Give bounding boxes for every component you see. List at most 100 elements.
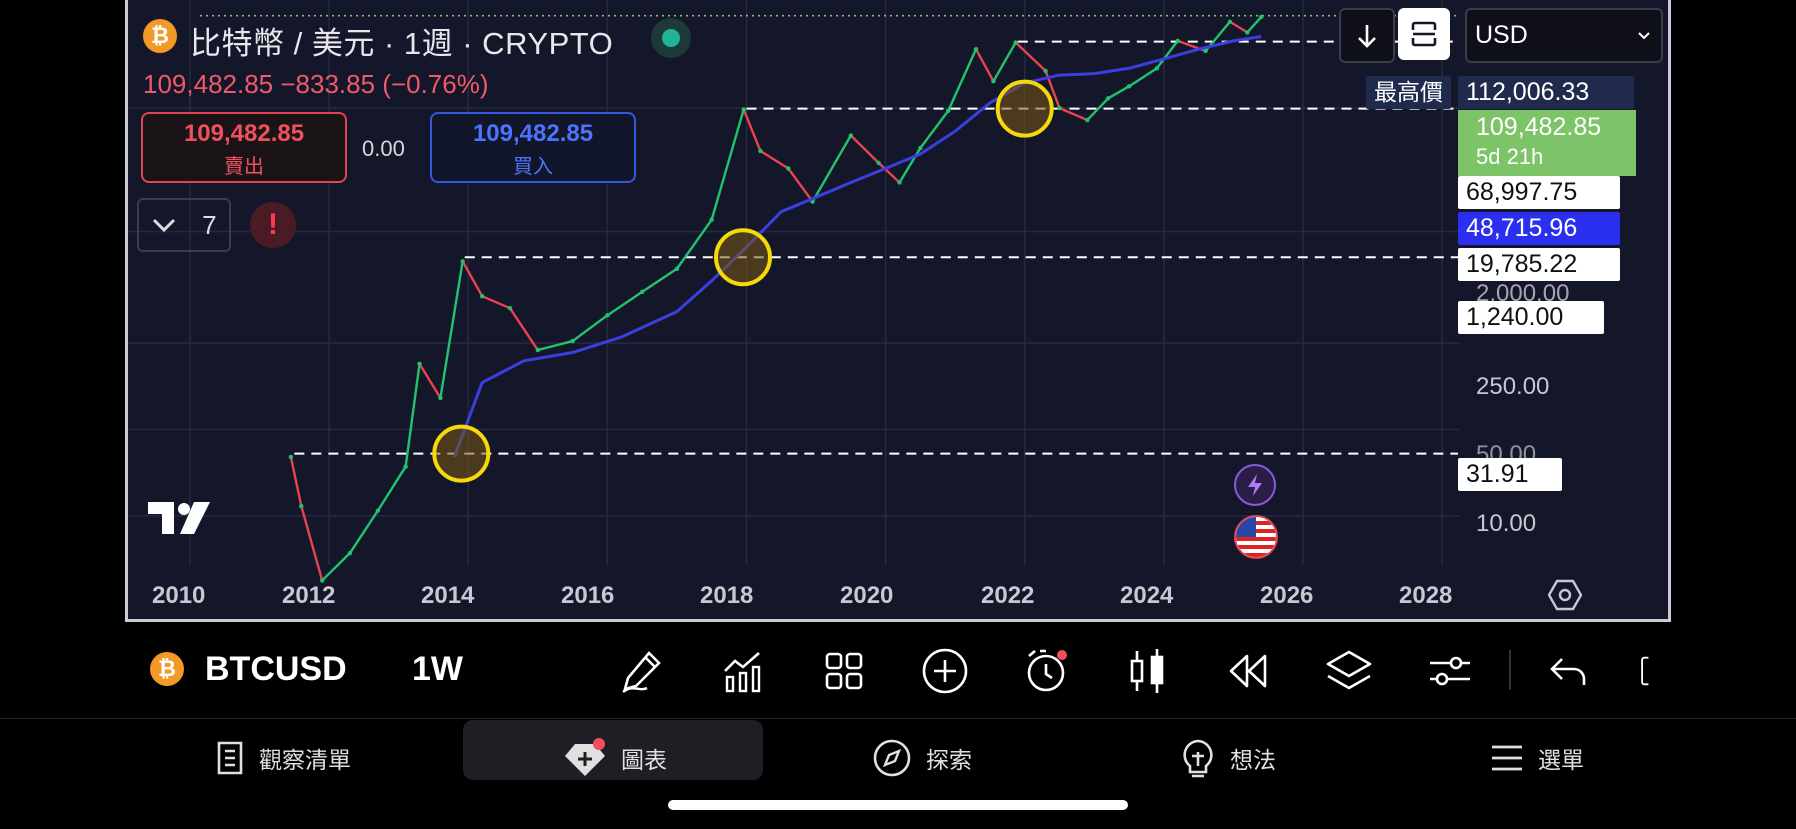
price-point: [605, 313, 610, 318]
chevron-down-icon: [1638, 31, 1650, 39]
nav-item-watchlist[interactable]: 觀察清單: [215, 728, 351, 788]
market-status-icon[interactable]: [651, 18, 691, 58]
price-point: [1043, 68, 1048, 74]
price-segment: [710, 109, 745, 220]
price-point: [460, 259, 465, 264]
price-point: [288, 454, 294, 460]
price-point: [758, 148, 763, 154]
bitcoin-icon: ₿: [150, 652, 184, 686]
price-segment: [289, 456, 303, 507]
price-point: [347, 550, 353, 556]
price-segment: [849, 134, 880, 164]
nav-item-chart[interactable]: 圖表: [563, 728, 667, 788]
nav-item-explore[interactable]: 探索: [872, 728, 972, 788]
alarm-clock-icon: [1027, 649, 1067, 692]
price-point: [535, 347, 541, 353]
currency-select[interactable]: USD: [1465, 8, 1663, 63]
undo-button[interactable]: [1538, 641, 1598, 701]
bar-countdown: 5d 21h: [1476, 144, 1544, 169]
price-segment: [606, 290, 643, 317]
buy-button[interactable]: 109,482.85 買入: [430, 112, 636, 183]
interval-button[interactable]: 1W: [412, 650, 463, 688]
price-point: [639, 289, 645, 295]
price-change: 109,482.85 −833.85 (−0.76%): [143, 69, 489, 99]
alert-button[interactable]: [1016, 641, 1076, 701]
price-segment: [898, 147, 922, 184]
price-chart[interactable]: [128, 0, 1668, 619]
indicators-button[interactable]: [713, 641, 773, 701]
fullscreen-icon: [1411, 21, 1437, 47]
moving-average-line: [452, 34, 1262, 458]
highlight-circle: [995, 79, 1054, 138]
price-segment: [418, 363, 442, 399]
warning-icon[interactable]: !: [250, 202, 296, 248]
download-button[interactable]: [1339, 8, 1395, 63]
price-point: [991, 79, 996, 84]
replay-button[interactable]: [1218, 641, 1278, 701]
indicator-count: 7: [202, 209, 217, 240]
price-segment: [1229, 20, 1248, 34]
chart-settings-icon[interactable]: [1547, 578, 1583, 617]
sell-button[interactable]: 109,482.85 賣出: [141, 112, 347, 183]
price-segment: [376, 466, 407, 512]
price-point: [1085, 117, 1090, 123]
price-point: [1175, 38, 1180, 44]
chevron-down-icon: [153, 218, 176, 233]
price-segment: [919, 110, 950, 149]
price-segment: [1155, 40, 1179, 70]
undo-icon: [1550, 658, 1586, 685]
chart-type-button[interactable]: [1117, 641, 1177, 701]
nav-item-label: 探索: [926, 747, 972, 773]
nav-item-ideas[interactable]: 想法: [1180, 728, 1276, 788]
candles-icon: [1130, 649, 1164, 693]
menu-icon: [1492, 745, 1522, 771]
price-point: [786, 166, 791, 171]
price-segment: [759, 149, 789, 170]
us-flag-event-icon[interactable]: [1234, 515, 1278, 559]
drawing-tool-button[interactable]: [612, 641, 672, 701]
price-point: [1105, 96, 1111, 101]
high-value: 112,006.33: [1458, 76, 1634, 109]
tradingview-logo: [148, 500, 214, 541]
price-segment: [811, 134, 852, 203]
compass-icon: [873, 739, 911, 777]
price-segment: [1014, 41, 1047, 72]
price-segment: [1246, 16, 1263, 34]
price-point: [1203, 48, 1208, 54]
layout-button[interactable]: [814, 641, 874, 701]
symbol-title[interactable]: 比特幣 / 美元 · 1週 · CRYPTO: [190, 26, 614, 61]
rewind-icon: [1229, 654, 1267, 688]
price-point: [674, 266, 680, 271]
price-point: [299, 503, 304, 509]
price-segment: [404, 363, 421, 467]
highlight-circle: [432, 424, 491, 483]
price-segment: [439, 261, 464, 399]
more-tools-button[interactable]: [1640, 641, 1668, 701]
ma-value-label: 48,715.96: [1458, 212, 1620, 245]
price-point: [848, 133, 854, 138]
add-button[interactable]: [915, 641, 975, 701]
level-label: 31.91: [1458, 458, 1562, 491]
price-point: [1259, 14, 1264, 20]
sell-price: 109,482.85: [183, 120, 305, 147]
lightning-event-icon[interactable]: [1234, 464, 1276, 506]
grid-icon: [825, 652, 863, 690]
current-price-label: 109,482.85 5d 21h: [1458, 110, 1636, 176]
settings-button[interactable]: [1420, 641, 1480, 701]
price-point: [1227, 19, 1233, 24]
x-tick-label: 2026: [1260, 582, 1314, 609]
layers-button[interactable]: [1319, 641, 1379, 701]
price-point: [403, 464, 408, 469]
symbol-button[interactable]: BTCUSD: [205, 650, 347, 688]
x-tick-label: 2014: [421, 582, 475, 609]
price-point: [1245, 30, 1250, 35]
indicators-toggle[interactable]: 7: [137, 198, 231, 252]
buy-label: 買入: [513, 156, 553, 178]
fullscreen-button[interactable]: [1398, 8, 1450, 60]
y-tick-label: 250.00: [1476, 373, 1550, 400]
nav-item-menu[interactable]: 選單: [1490, 728, 1584, 788]
price-segment: [321, 552, 351, 582]
indicator-chart-icon: [724, 652, 761, 693]
nav-item-label: 選單: [1538, 747, 1584, 773]
price-segment: [1107, 85, 1130, 100]
